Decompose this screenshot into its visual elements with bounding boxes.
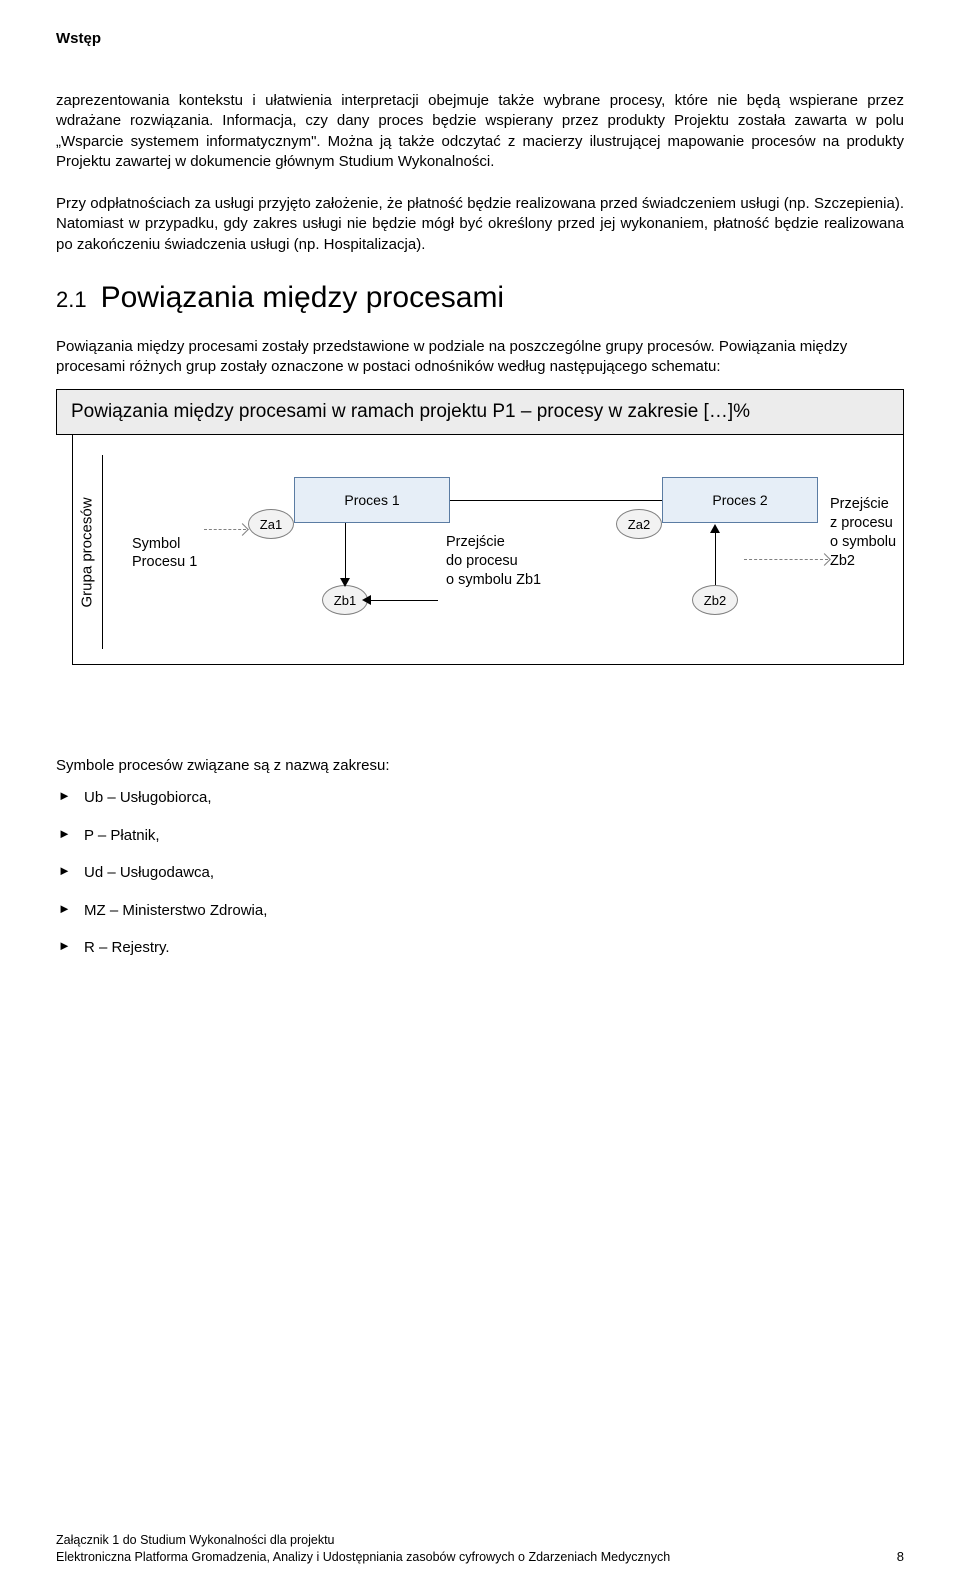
node-za2-label: Za2 [628,517,650,532]
node-za1-label: Za1 [260,517,282,532]
paragraph-1: zaprezentowania kontekstu i ułatwienia i… [56,91,904,172]
section-title: Powiązania między procesami [101,281,505,315]
diagram-title: Powiązania między procesami w ramach pro… [56,389,904,435]
list-item: P – Płatnik, [84,826,904,846]
footer-page-number: 8 [897,1548,904,1566]
page-header: Wstęp [56,30,904,47]
symbol-procesu-label: Symbol Procesu 1 [132,535,197,571]
list-item: R – Rejestry. [84,938,904,958]
edge-proc1-proc2 [450,500,662,501]
edge-label-from-zb2: Przejście z procesu o symbolu Zb2 [830,495,896,570]
node-zb2-label: Zb2 [704,593,726,608]
page-footer: Załącznik 1 do Studium Wykonalności dla … [56,1532,904,1566]
swimlane-label: Grupa procesów [73,455,103,649]
document-page: Wstęp zaprezentowania kontekstu i ułatwi… [0,0,960,1592]
paragraph-2: Przy odpłatnościach za usługi przyjęto z… [56,194,904,255]
list-item: Ub – Usługobiorca, [84,788,904,808]
diagram-title-text: Powiązania między procesami w ramach pro… [71,401,733,423]
section-heading: 2.1 Powiązania między procesami [56,281,904,315]
footer-text: Załącznik 1 do Studium Wykonalności dla … [56,1532,670,1566]
symbols-lead: Symbole procesów związane są z nazwą zak… [56,757,904,774]
section-number: 2.1 [56,287,87,313]
process-diagram: Powiązania między procesami w ramach pro… [56,389,904,729]
swimlane-label-text: Grupa procesów [79,497,96,607]
symbols-list: Ub – Usługobiorca, P – Płatnik, Ud – Usł… [56,788,904,958]
list-item: MZ – Ministerstwo Zdrowia, [84,901,904,921]
section-intro: Powiązania między procesami zostały prze… [56,337,904,378]
list-item: Ud – Usługodawca, [84,863,904,883]
arrowhead-proc1-zb1 [340,578,350,587]
node-proces-2-label: Proces 2 [712,492,767,508]
node-proces-2: Proces 2 [662,477,818,523]
node-proces-1-label: Proces 1 [344,492,399,508]
edge-zb1-label [368,600,438,601]
edge-proc1-zb1 [345,523,346,585]
node-proces-1: Proces 1 [294,477,450,523]
edge-label-to-zb1: Przejście do procesu o symbolu Zb1 [446,533,541,590]
dashed-connector-zb2 [744,559,828,560]
edge-zb2-proc2 [715,531,716,585]
node-zb1-label: Zb1 [334,593,356,608]
arrowhead-zb1-label [362,595,371,605]
arrowhead-zb2-proc2 [710,524,720,533]
